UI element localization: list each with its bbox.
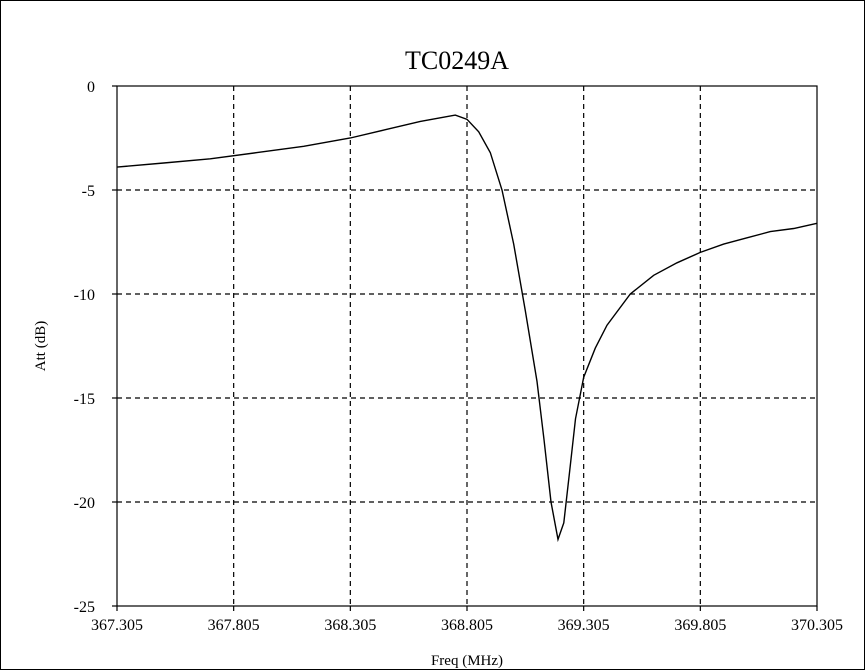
y-tick-label: -5 xyxy=(82,183,95,200)
y-tick-label: -10 xyxy=(74,287,95,304)
grid-lines xyxy=(117,86,817,606)
y-tick-label: -25 xyxy=(74,599,95,616)
x-tick-label: 369.305 xyxy=(558,617,610,634)
y-axis-title: Att (dB) xyxy=(33,321,49,371)
tick-labels: 367.305 367.805 368.305 368.805 369.305 369.8… xyxy=(74,79,843,634)
y-tick-label: -20 xyxy=(74,495,95,512)
x-tick-label: 367.305 xyxy=(91,617,143,634)
x-tick-label: 369.805 xyxy=(674,617,726,634)
y-tick-label: 0 xyxy=(87,79,95,96)
y-tick-label: -15 xyxy=(74,391,95,408)
chart-title: TC0249A xyxy=(405,46,509,75)
x-tick-label: 367.805 xyxy=(208,617,260,634)
x-axis-title: Freq (MHz) xyxy=(431,653,503,669)
x-tick-label: 368.805 xyxy=(441,617,493,634)
series-line xyxy=(116,114,818,543)
x-tick-label: 370.305 xyxy=(791,617,843,634)
axis-ticks xyxy=(112,85,818,611)
x-tick-label: 368.305 xyxy=(324,617,376,634)
